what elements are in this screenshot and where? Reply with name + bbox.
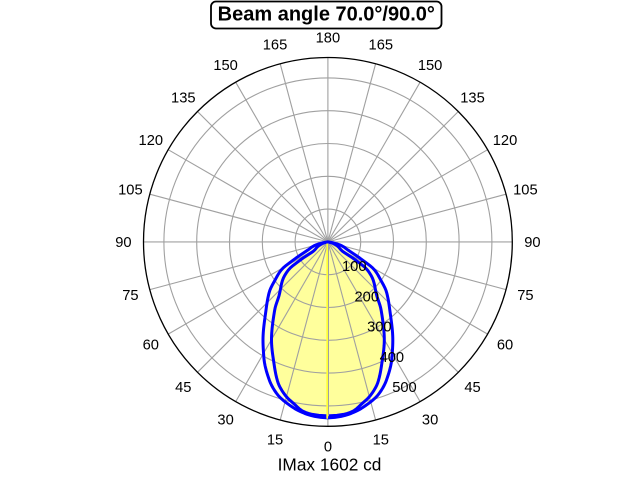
svg-text:45: 45 xyxy=(464,380,480,396)
svg-text:135: 135 xyxy=(171,91,196,107)
svg-text:105: 105 xyxy=(513,182,538,198)
svg-text:120: 120 xyxy=(139,133,164,149)
svg-text:180: 180 xyxy=(316,31,341,47)
svg-text:120: 120 xyxy=(493,133,518,149)
svg-text:Beam angle 70.0°/90.0°: Beam angle 70.0°/90.0° xyxy=(218,3,435,25)
svg-text:30: 30 xyxy=(217,412,233,428)
svg-text:135: 135 xyxy=(460,91,485,107)
svg-text:500: 500 xyxy=(392,380,417,396)
svg-text:0: 0 xyxy=(324,440,332,456)
svg-text:90: 90 xyxy=(524,235,540,251)
svg-text:300: 300 xyxy=(367,320,392,336)
svg-text:200: 200 xyxy=(355,289,380,305)
svg-text:60: 60 xyxy=(497,338,513,354)
svg-text:90: 90 xyxy=(115,235,131,251)
svg-text:400: 400 xyxy=(380,350,405,366)
svg-text:IMax 1602 cd: IMax 1602 cd xyxy=(278,454,382,474)
svg-text:30: 30 xyxy=(422,412,438,428)
svg-text:165: 165 xyxy=(369,38,394,54)
svg-text:150: 150 xyxy=(213,58,238,74)
svg-text:45: 45 xyxy=(175,380,191,396)
svg-text:60: 60 xyxy=(143,338,159,354)
svg-text:75: 75 xyxy=(517,288,533,304)
svg-text:100: 100 xyxy=(342,259,367,275)
svg-text:75: 75 xyxy=(122,288,138,304)
svg-text:150: 150 xyxy=(418,58,443,74)
svg-text:105: 105 xyxy=(118,182,143,198)
svg-text:165: 165 xyxy=(263,38,288,54)
svg-text:15: 15 xyxy=(373,433,389,449)
svg-text:15: 15 xyxy=(267,433,283,449)
